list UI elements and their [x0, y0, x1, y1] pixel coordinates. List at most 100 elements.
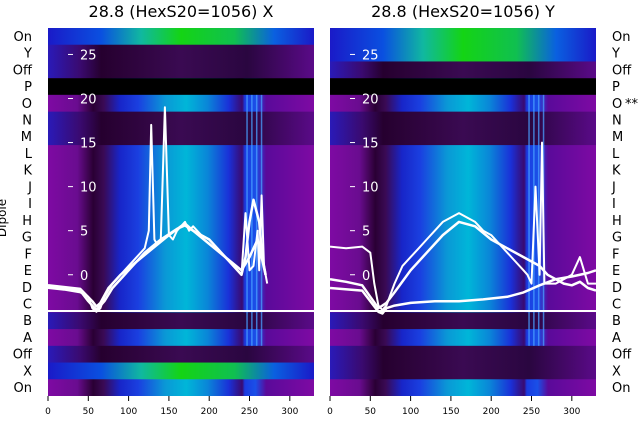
- row-label-left: On: [14, 381, 32, 396]
- row-label-right: C: [612, 298, 621, 313]
- heatmap-row: [48, 111, 314, 129]
- row-label-right: H: [612, 214, 622, 229]
- heatmap-row: [48, 28, 314, 46]
- row-label-left: C: [23, 298, 32, 313]
- xtick-label: 300: [563, 407, 580, 417]
- ytick-label: 20: [80, 93, 97, 108]
- row-label-right: N: [612, 114, 622, 129]
- row-label-left: P: [24, 80, 32, 95]
- row-label-left: D: [22, 281, 32, 296]
- series-line: [48, 224, 267, 312]
- ytick-label: 15: [362, 137, 379, 152]
- xtick-label: 0: [45, 407, 51, 417]
- ytick-label: 5: [80, 225, 88, 240]
- row-label-left: M: [21, 130, 32, 145]
- heatmap-panel-x: 0 5 10 15 20 25: [48, 28, 314, 396]
- xtick-label: 250: [241, 407, 258, 417]
- row-label-right: O: [612, 97, 622, 112]
- heatmap-row: [48, 44, 314, 63]
- row-label-left: E: [24, 264, 32, 279]
- heatmap-row: [48, 245, 314, 263]
- heatmap-row: [330, 345, 596, 364]
- ytick-label: 5: [362, 225, 370, 240]
- heatmap-row: [330, 379, 596, 396]
- row-label-right: M: [612, 130, 623, 145]
- stripe: [528, 94, 530, 346]
- stripe: [537, 94, 540, 346]
- row-marker: **: [625, 97, 639, 112]
- xtick-label: 300: [281, 407, 298, 417]
- heatmap-row: [330, 44, 596, 63]
- row-label-left: G: [22, 231, 32, 246]
- row-label-left: J: [27, 180, 32, 195]
- row-label-right: I: [612, 197, 616, 212]
- row-label-left: Off: [13, 63, 33, 78]
- heatmap-row: [48, 61, 314, 79]
- row-label-right: E: [612, 264, 620, 279]
- row-label-left: L: [25, 147, 33, 162]
- row-label-right: On: [612, 30, 630, 45]
- row-label-left: F: [25, 247, 32, 262]
- panel-title: 28.8 (HexS20=1056) X: [89, 2, 274, 21]
- xtick-label: 100: [402, 407, 419, 417]
- row-label-right: A: [612, 331, 621, 346]
- series-line: [330, 220, 596, 310]
- row-label-left: Off: [13, 348, 33, 363]
- ytick-label: 10: [80, 181, 97, 196]
- heatmap-row: [48, 362, 314, 380]
- heatmap-row-p: [48, 78, 314, 95]
- xtick-label: 200: [483, 407, 500, 417]
- row-label-right: Off: [612, 348, 632, 363]
- panel-title: 28.8 (HexS20=1056) Y: [371, 2, 555, 21]
- heatmap-row: [48, 312, 314, 330]
- heatmap-row: [330, 111, 596, 129]
- heatmap-row: [330, 61, 596, 79]
- heatmap-row: [330, 329, 596, 347]
- heatmap-row: [48, 329, 314, 347]
- row-label-right: Y: [611, 47, 620, 62]
- ytick-label: 0: [362, 269, 370, 284]
- xtick-label: 200: [201, 407, 218, 417]
- row-label-left: B: [23, 314, 32, 329]
- row-label-left: I: [28, 197, 32, 212]
- row-label-left: A: [23, 331, 32, 346]
- series-line: [48, 198, 267, 308]
- ytick-label: 25: [80, 48, 97, 63]
- row-label-right: L: [612, 147, 620, 162]
- series-line: [330, 269, 596, 315]
- heatmap-row: [48, 345, 314, 364]
- heatmap-row-p: [330, 78, 596, 95]
- ytick-label: 25: [362, 48, 379, 63]
- y-axis-label: Dipole: [0, 199, 9, 237]
- xtick-label: 0: [327, 407, 333, 417]
- xtick-label: 50: [365, 407, 377, 417]
- row-label-right: K: [612, 164, 621, 179]
- xtick-label: 50: [83, 407, 95, 417]
- stripe: [246, 94, 248, 346]
- row-label-right: On: [612, 381, 630, 396]
- row-label-left: X: [23, 364, 32, 379]
- heatmap-row: [330, 362, 596, 380]
- row-label-right: G: [612, 231, 622, 246]
- row-label-right: Off: [612, 63, 632, 78]
- ytick-label: 15: [80, 137, 97, 152]
- heatmap-row: [330, 28, 596, 46]
- ytick-label: 20: [362, 93, 379, 108]
- row-label-right: P: [612, 80, 620, 95]
- xtick-label: 150: [442, 407, 459, 417]
- row-label-right: D: [612, 281, 622, 296]
- row-label-right: X: [612, 364, 621, 379]
- row-label-left: Y: [23, 47, 32, 62]
- ytick-label: 10: [362, 181, 379, 196]
- xtick-label: 150: [160, 407, 177, 417]
- heatmap-panel-y: 0 5 10 15 20 25: [330, 28, 596, 396]
- row-label-right: F: [612, 247, 619, 262]
- row-label-left: H: [22, 214, 32, 229]
- heatmap-row: [48, 379, 314, 396]
- row-label-left: K: [23, 164, 32, 179]
- row-label-left: N: [22, 114, 32, 129]
- heatmap-row: [48, 195, 314, 213]
- row-label-right: J: [611, 180, 616, 195]
- row-label-left: On: [14, 30, 32, 45]
